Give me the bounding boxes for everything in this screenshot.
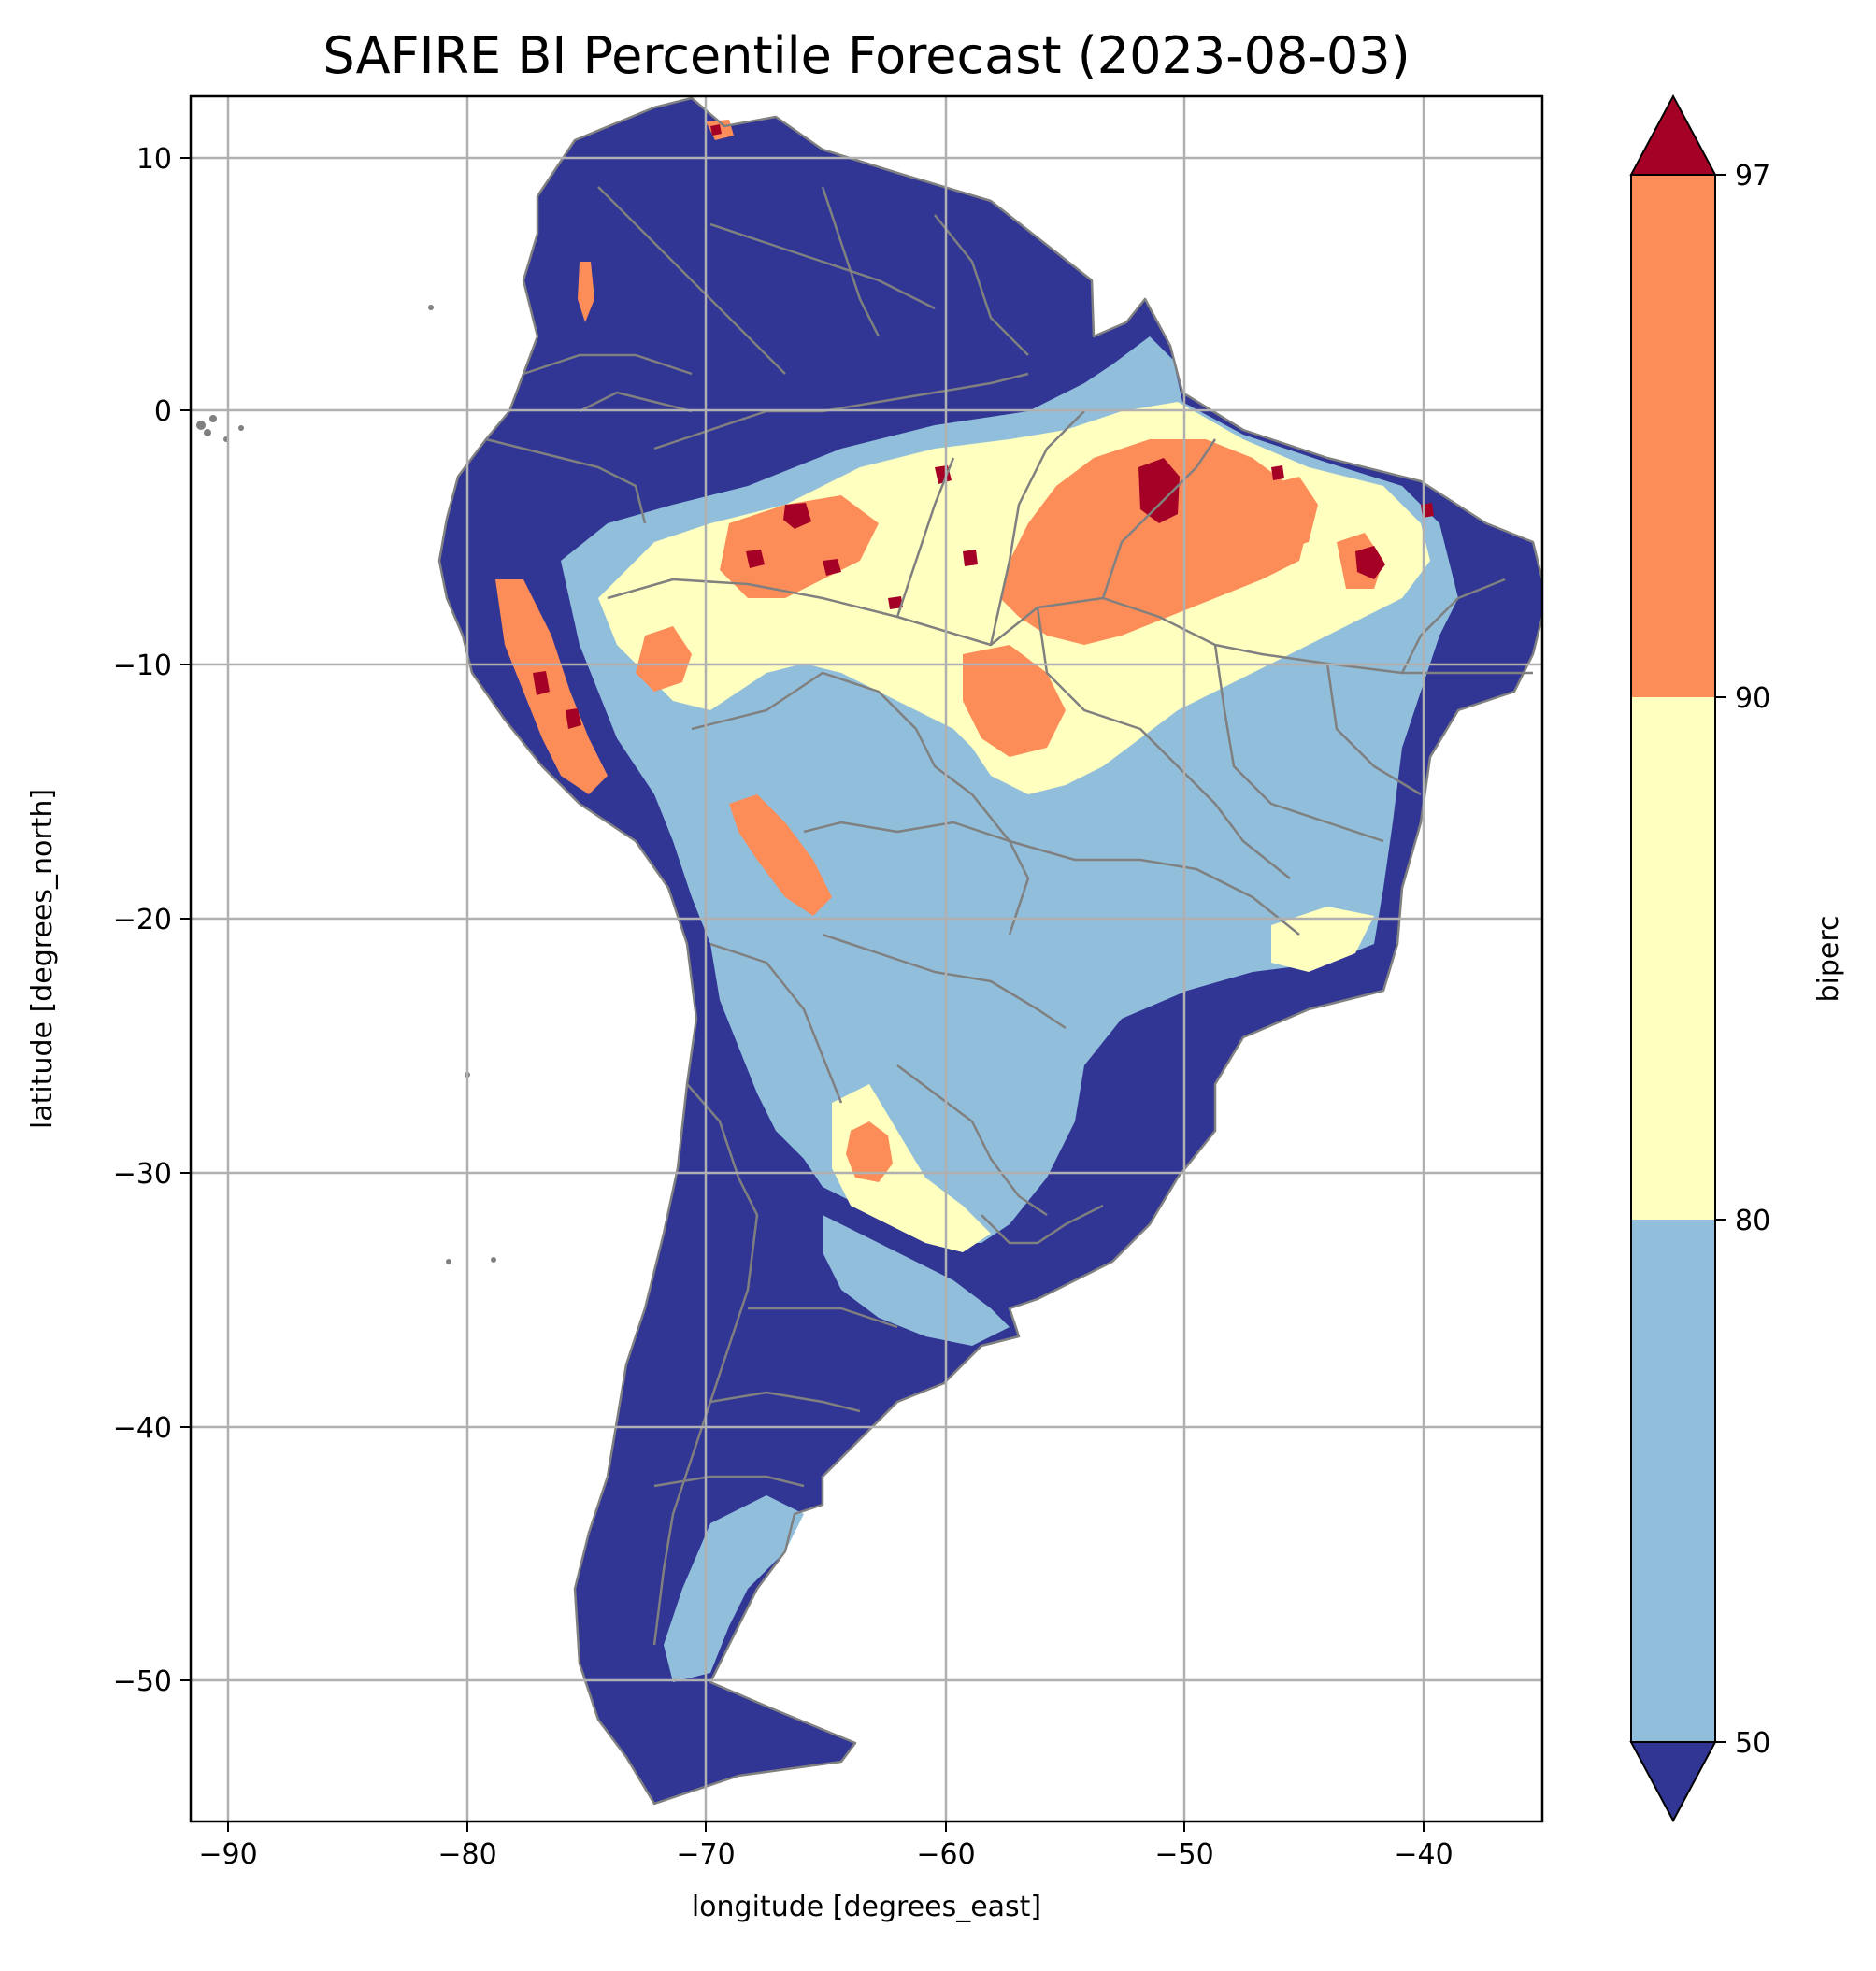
region-90-97-acre: [636, 626, 692, 692]
colorbar: 97 90 80 50 biperc: [1629, 93, 1845, 1823]
region-50-80-south: [823, 1215, 1010, 1346]
border-lines: [437, 96, 1542, 1806]
colorbar-tick-label: 97: [1735, 160, 1770, 193]
colorbar-extend-top: [1629, 93, 1717, 176]
y-tick-label: −20: [113, 904, 172, 936]
x-axis-label: longitude [degrees_east]: [692, 1891, 1041, 1923]
region-90-97-andes: [729, 794, 832, 916]
y-tick-label: 0: [154, 395, 172, 428]
x-tick-label: −80: [437, 1838, 496, 1871]
colorbar-frame: [1630, 174, 1716, 1743]
region-90-97-west: [720, 495, 879, 598]
y-tick-label: −40: [113, 1412, 172, 1445]
plot-area: [191, 96, 1542, 1821]
region-90-97-amazon: [1000, 439, 1309, 645]
plot-frame: [189, 94, 1544, 1823]
region-80-90-se: [1271, 907, 1374, 972]
y-tick-label: −30: [113, 1158, 172, 1191]
colorbar-band-80-90: [1631, 697, 1715, 1220]
y-tick-label: −10: [113, 650, 172, 682]
x-tick-label: −40: [1394, 1838, 1453, 1871]
colorbar-tick-label: 90: [1735, 682, 1770, 715]
x-tick-label: −70: [676, 1838, 735, 1871]
x-tick-label: −60: [916, 1838, 975, 1871]
region-above-97: [533, 124, 1434, 729]
grid-lines: [191, 96, 1542, 1821]
colorbar-tick-label: 50: [1735, 1727, 1770, 1760]
y-axis: 10 0 −10 −20 −30 −40 −50 latitude [degre…: [26, 143, 191, 1698]
y-tick-label: 10: [136, 143, 172, 176]
region-90-97-central: [963, 645, 1066, 757]
x-axis: −90 −80 −70 −60 −50 −40 longitude [degre…: [198, 1821, 1454, 1923]
region-50-80-patagonia: [664, 1495, 804, 1682]
chart-title: SAFIRE BI Percentile Forecast (2023-08-0…: [322, 26, 1410, 85]
colorbar-label: biperc: [1812, 915, 1845, 1002]
region-90-97-cordoba: [846, 1121, 893, 1182]
colorbar-band-90-97: [1631, 175, 1715, 697]
region-90-97-peru: [495, 579, 608, 794]
region-90-97-ne: [1262, 477, 1318, 551]
y-axis-label: latitude [degrees_north]: [26, 789, 59, 1129]
colorbar-band-50-80: [1631, 1220, 1715, 1742]
x-tick-label: −50: [1154, 1838, 1213, 1871]
region-50-80-east: [1028, 925, 1168, 1009]
colorbar-tick-label: 80: [1735, 1205, 1770, 1237]
y-tick-label: −50: [113, 1665, 172, 1698]
region-90-97-colombia: [578, 262, 594, 322]
x-tick-label: −90: [198, 1838, 257, 1871]
colorbar-extend-bottom: [1629, 1741, 1717, 1823]
